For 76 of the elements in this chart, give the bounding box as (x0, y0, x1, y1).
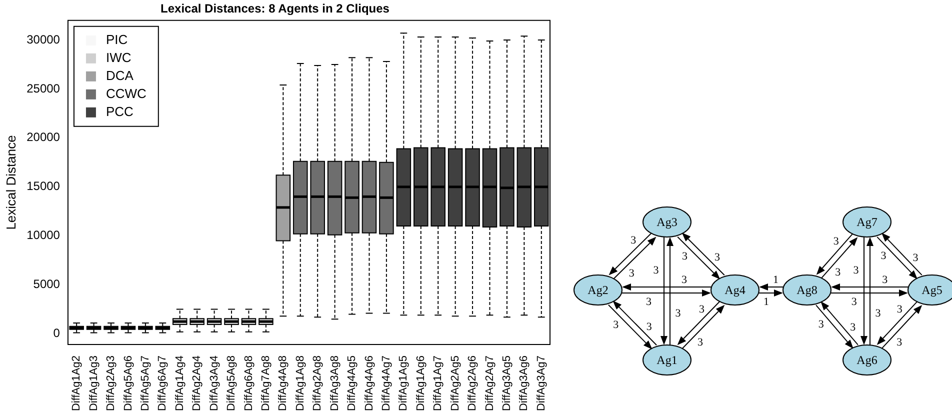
text: Ag5 (922, 283, 942, 297)
y-tick-label: 20000 (26, 130, 60, 144)
text: 3 (851, 296, 858, 308)
y-tick-label: 5000 (33, 277, 60, 292)
x-tick-label: DiffAg3Ag8 (328, 356, 341, 412)
x-tick-label: DiffAg3Ag5 (500, 356, 513, 412)
x-tick-label: DiffAg1Ag8 (294, 356, 306, 412)
text: Ag7 (856, 215, 878, 229)
text: 3 (714, 252, 721, 264)
text: 3 (628, 267, 635, 280)
x-tick-label: DiffAg2Ag7 (484, 356, 496, 412)
x-tick-label: DiffAg7Ag8 (260, 356, 272, 412)
y-tick-label: 30000 (26, 32, 60, 46)
x-tick-label: DiffAg3Ag7 (535, 356, 548, 412)
text: 3 (875, 308, 882, 320)
text: 3 (896, 336, 903, 348)
x-tick-label: DiffAg5Ag6 (122, 356, 134, 412)
x-tick-label: DiffAg4Ag7 (380, 356, 392, 412)
text: 3 (698, 303, 705, 316)
x-tick-label: DiffAg3Ag4 (208, 356, 220, 412)
text: 3 (912, 252, 919, 264)
text: 3 (682, 274, 688, 286)
text: Ag8 (796, 283, 818, 297)
x-tick-label: DiffAg1Ag6 (414, 356, 427, 412)
x-tick-label: DiffAg5Ag7 (139, 356, 152, 412)
text: 3 (646, 321, 652, 334)
chart-title: Lexical Distances: 8 Agents in 2 Cliques (160, 2, 390, 16)
x-tick-label: DiffAg1Ag4 (174, 356, 186, 412)
x-tick-label: DiffAg1Ag7 (432, 356, 444, 412)
x-tick-label: DiffAg3Ag6 (518, 356, 530, 412)
text: Ag4 (724, 283, 746, 297)
text: 3 (835, 266, 842, 279)
y-tick-label: 15000 (26, 179, 60, 194)
y-tick-label: 25000 (26, 81, 60, 96)
text: Ag2 (588, 283, 608, 297)
text: 3 (698, 336, 704, 349)
x-tick-label: DiffAg1Ag3 (88, 356, 100, 412)
legend-label: IWC (106, 50, 132, 65)
legend-label: DCA (106, 68, 134, 83)
text: Ag3 (656, 215, 678, 229)
legend-label: PCC (106, 104, 134, 119)
text: 3 (630, 234, 637, 247)
text: 3 (646, 296, 652, 308)
text: 3 (613, 318, 620, 331)
legend-label: CCWC (106, 86, 146, 101)
text: 1 (773, 274, 779, 286)
x-tick-label: DiffAg4Ag8 (277, 356, 290, 412)
x-tick-label: DiffAg4Ag6 (363, 356, 376, 412)
y-tick-label: 10000 (26, 228, 60, 242)
text: 3 (896, 304, 903, 316)
text: 3 (853, 264, 860, 276)
x-tick-label: DiffAg5Ag8 (226, 356, 238, 412)
legend-label: PIC (106, 32, 128, 47)
x-tick-label: DiffAg2Ag8 (312, 356, 324, 412)
text: Ag6 (856, 353, 878, 367)
text: 3 (833, 235, 840, 248)
text: Ag1 (656, 353, 678, 367)
text: 3 (882, 274, 888, 286)
x-tick-label: DiffAg6Ag7 (156, 356, 169, 412)
x-tick-label: DiffAg6Ag8 (242, 356, 255, 412)
text: 3 (850, 322, 856, 334)
text: 3 (880, 250, 887, 262)
y-tick-label: 0 (53, 326, 60, 340)
text: 3 (682, 250, 688, 262)
x-tick-label: DiffAg2Ag3 (105, 356, 118, 412)
text: 3 (675, 308, 682, 320)
y-axis-title: Lexical Distance (3, 135, 18, 230)
x-tick-label: DiffAg4Ag5 (346, 356, 358, 412)
x-tick-label: DiffAg2Ag4 (191, 356, 204, 412)
x-tick-label: DiffAg2Ag5 (449, 356, 462, 412)
x-tick-label: DiffAg1Ag5 (398, 356, 410, 412)
x-tick-label: DiffAg2Ag6 (466, 356, 479, 412)
x-tick-label: DiffAg1Ag2 (70, 356, 83, 412)
text: 3 (653, 264, 660, 276)
text: 3 (818, 318, 824, 330)
text: 1 (763, 296, 769, 308)
